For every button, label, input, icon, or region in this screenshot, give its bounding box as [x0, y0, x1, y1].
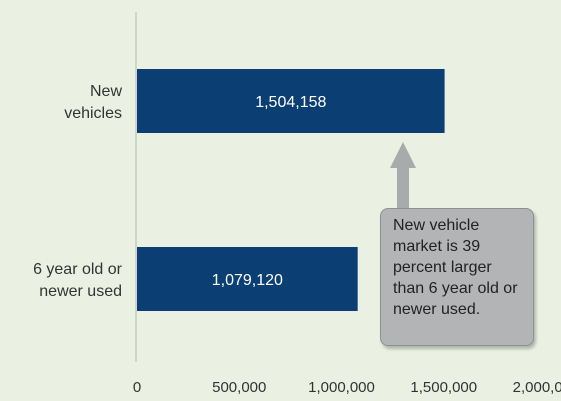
x-tick-label-5: 2,000,000: [513, 379, 561, 396]
labels-layer: 1,504,158 New vehicles 1,079,120 6 year old …: [33, 83, 326, 300]
category-label-2-line-2: newer used: [39, 283, 122, 300]
arrow-shaft: [397, 166, 409, 210]
arrow-head: [390, 142, 416, 168]
bar-1: [137, 69, 445, 133]
value-label-2: 1,079,120: [212, 272, 283, 289]
ticks-layer: 0 500,000 1,000,000 1,500,000 2,000,000: [133, 379, 561, 396]
annotation-callout: New vehicle market is 39 percent larger …: [380, 208, 534, 346]
annotation-arrow: [390, 142, 416, 210]
x-tick-label-4: 1,500,000: [410, 379, 477, 396]
x-tick-label-1: 0: [133, 379, 141, 396]
category-label-2-line-1: 6 year old or: [33, 261, 123, 278]
x-tick-label-3: 1,000,000: [308, 379, 375, 396]
annotation-text: New vehicle market is 39 percent larger …: [393, 217, 518, 318]
bars-layer: [137, 69, 445, 311]
bar-2: [137, 247, 358, 311]
value-label-1: 1,504,158: [255, 94, 326, 111]
category-label-1-line-1: New: [90, 83, 122, 100]
category-label-1-line-2: vehicles: [64, 105, 122, 122]
x-tick-label-2: 500,000: [212, 379, 266, 396]
